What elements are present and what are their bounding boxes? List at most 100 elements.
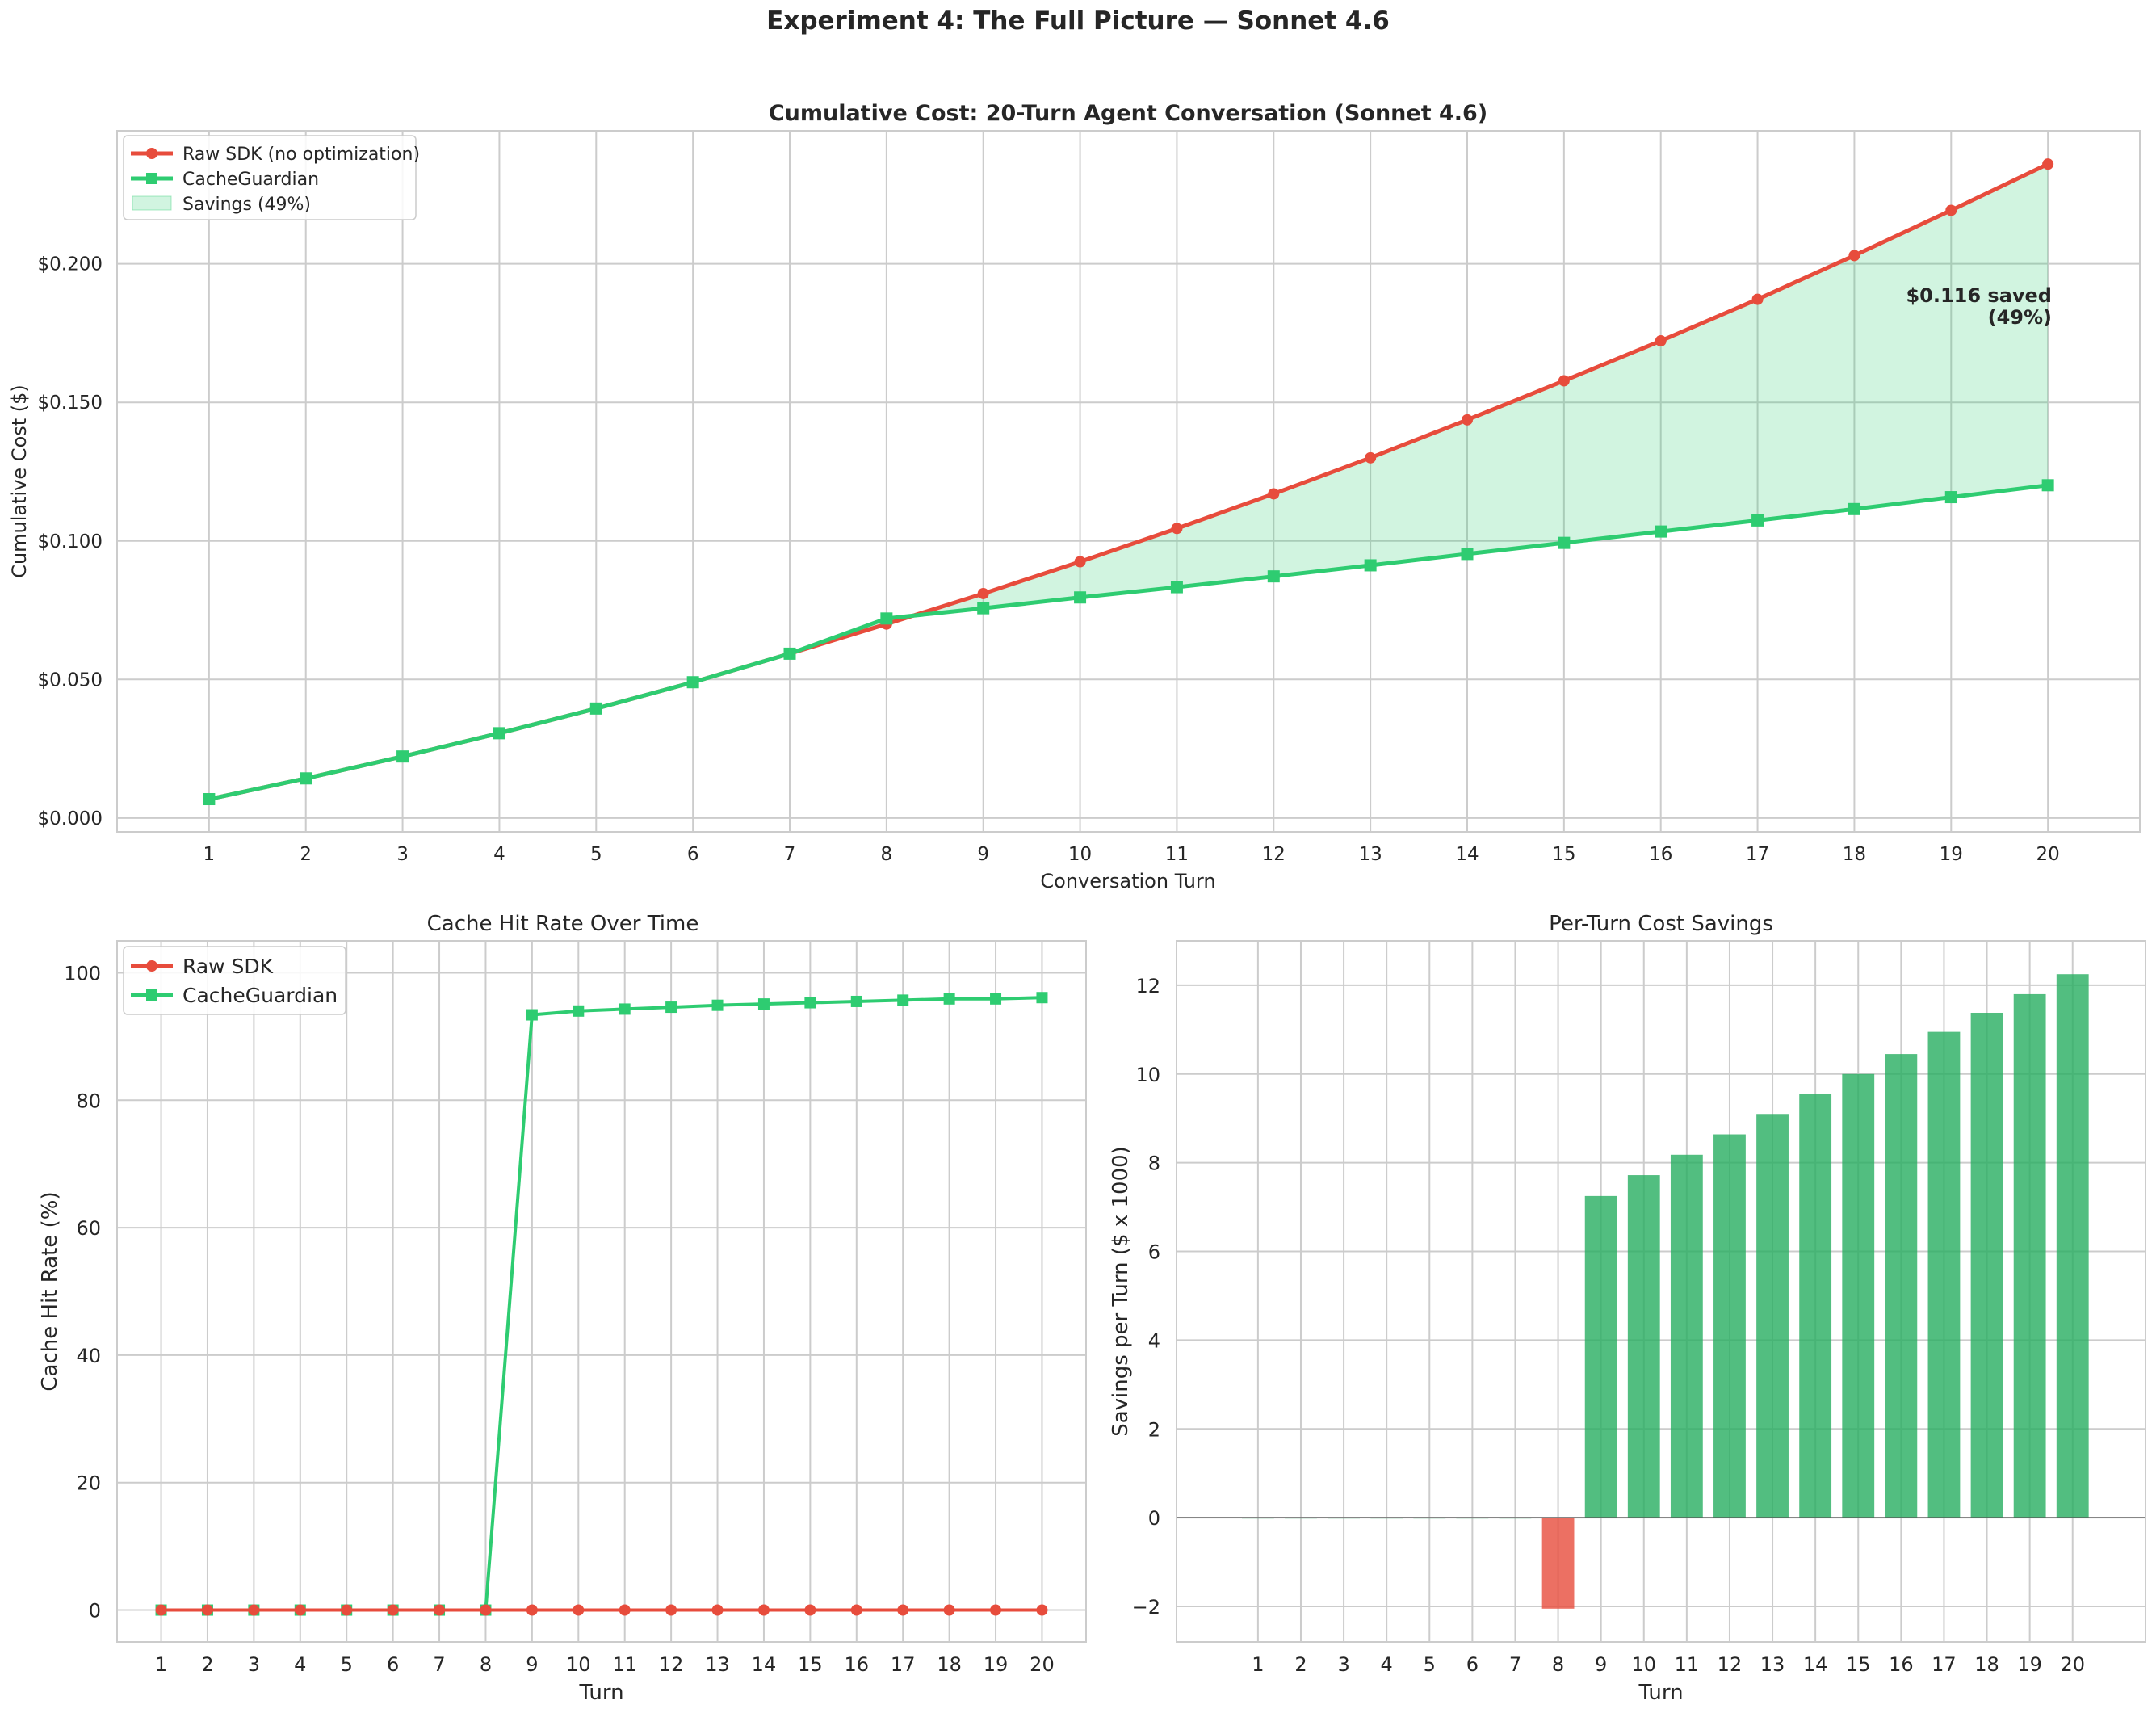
savings-fill-area (208, 164, 2049, 800)
savings-bar (1670, 1154, 1703, 1518)
savings-bar (1713, 1134, 1746, 1518)
savings-bar (2013, 993, 2046, 1518)
y-tick-label: 40 (76, 1345, 101, 1367)
cacheguardian-hit-rate-point (619, 1003, 631, 1015)
raw-sdk-hit-rate-point (804, 1604, 816, 1616)
raw-sdk-hit-rate-point (990, 1604, 1002, 1616)
x-tick-label: 11 (1165, 844, 1189, 865)
per-turn-savings-chart: Per-Turn Cost Savings 1 2 3 4 5 6 7 8 9 10 11 12 13 1… (1109, 912, 2146, 1705)
cacheguardian-hit-rate-point (757, 998, 770, 1010)
savings-annotation-amount: $0.116 saved (1906, 284, 2052, 307)
per-turn-savings-frame (1176, 940, 2146, 1643)
x-tick-label: 16 (845, 1653, 870, 1676)
x-tick-label: 16 (1649, 844, 1672, 865)
cacheguardian-cost-point (1558, 536, 1571, 549)
y-tick-label: $0.050 (38, 670, 103, 691)
cache-hit-rate-grid (117, 941, 1086, 1642)
legend-raw-sdk-marker (146, 960, 157, 972)
x-tick-label: 1 (155, 1653, 167, 1676)
per-turn-savings-title: Per-Turn Cost Savings (1549, 912, 1773, 936)
x-tick-label: 15 (1552, 844, 1575, 865)
raw-sdk-hit-rate-point (480, 1604, 492, 1616)
y-tick-label: $0.200 (38, 254, 103, 275)
x-tick-label: 11 (612, 1653, 637, 1676)
figure-title: Experiment 4: The Full Picture — Sonnet … (766, 6, 1390, 36)
y-tick-label: 0 (1148, 1507, 1160, 1530)
x-tick-label: 5 (590, 844, 602, 865)
raw-sdk-hit-rate-point (526, 1604, 538, 1616)
raw-sdk-hit-rate-point (248, 1604, 260, 1616)
cacheguardian-hit-rate-point (665, 1001, 677, 1014)
cacheguardian-cost-point (686, 676, 699, 689)
cache-hit-rate-title: Cache Hit Rate Over Time (427, 912, 699, 936)
cacheguardian-hit-rate-point (943, 993, 955, 1005)
raw-sdk-cost-point (1365, 451, 1377, 464)
raw-sdk-hit-rate-point (341, 1604, 353, 1616)
raw-sdk-cost-point (1751, 293, 1764, 305)
x-tick-label: 7 (784, 844, 796, 865)
cache-hit-rate-frame (116, 940, 1087, 1643)
savings-bar (2056, 974, 2089, 1518)
cumulative-cost-legend: Raw SDK (no optimization) CacheGuardian … (123, 135, 420, 220)
legend-cacheguardian-marker (146, 173, 157, 184)
cumulative-cost-grid (117, 131, 2140, 832)
raw-sdk-cost-point (1558, 375, 1570, 387)
x-tick-label: 6 (687, 844, 699, 865)
raw-sdk-cost-point (977, 587, 989, 599)
y-tick-label: 10 (1135, 1064, 1160, 1086)
x-tick-label: 17 (1932, 1653, 1957, 1676)
savings-bar (1842, 1073, 1875, 1518)
x-tick-label: 2 (1294, 1653, 1307, 1676)
x-tick-label: 8 (1552, 1653, 1564, 1676)
x-tick-label: 5 (1424, 1653, 1436, 1676)
x-tick-label: 1 (1252, 1653, 1264, 1676)
x-tick-label: 14 (1803, 1653, 1828, 1676)
legend-cacheguardian-marker (146, 989, 157, 1001)
x-tick-label: 9 (977, 844, 989, 865)
cacheguardian-hit-rate-point (573, 1005, 585, 1017)
savings-area (208, 164, 2049, 800)
y-tick-label: 2 (1148, 1418, 1160, 1441)
cacheguardian-cost-point (1655, 525, 1667, 538)
raw-sdk-hit-rate-point (294, 1604, 306, 1616)
savings-bar (1885, 1054, 1918, 1518)
legend-cacheguardian-label: CacheGuardian (182, 984, 338, 1007)
raw-sdk-hit-rate-point (897, 1604, 909, 1616)
cumulative-cost-title: Cumulative Cost: 20-Turn Agent Conversat… (769, 101, 1487, 126)
cumulative-cost-series (203, 158, 2054, 806)
x-tick-label: 6 (1466, 1653, 1479, 1676)
x-tick-label: 19 (2017, 1653, 2042, 1676)
legend-box (123, 946, 346, 1015)
raw-sdk-hit-rate-point (850, 1604, 862, 1616)
x-tick-label: 6 (387, 1653, 399, 1676)
x-tick-label: 9 (526, 1653, 538, 1676)
x-tick-label: 18 (1974, 1653, 1999, 1676)
cumulative-cost-ticks: 1 2 3 4 5 6 7 8 9 10 11 12 13 14 15 16 17 18 19 20$0.000$0.… (38, 254, 2060, 865)
y-tick-label: $0.100 (38, 531, 103, 552)
per-turn-savings-bars (1177, 974, 2146, 1609)
savings-annotation-percent: (49%) (1988, 306, 2052, 329)
x-tick-label: 14 (1455, 844, 1479, 865)
cache-hit-rate-legend: Raw SDK CacheGuardian (123, 946, 346, 1015)
x-tick-label: 5 (341, 1653, 353, 1676)
y-tick-label: 6 (1148, 1241, 1160, 1264)
x-tick-label: 7 (1509, 1653, 1521, 1676)
per-turn-savings-xlabel: Turn (1638, 1681, 1683, 1705)
x-tick-label: 2 (300, 844, 312, 865)
cacheguardian-hit-rate-point (1036, 992, 1048, 1004)
savings-bar (1627, 1175, 1660, 1518)
raw-sdk-hit-rate-point (665, 1604, 677, 1616)
x-tick-label: 19 (1940, 844, 1963, 865)
x-tick-label: 10 (566, 1653, 591, 1676)
y-tick-label: 20 (76, 1472, 101, 1495)
x-tick-label: 20 (2036, 844, 2059, 865)
x-tick-label: 13 (1760, 1653, 1785, 1676)
cache-hit-rate-ticks: 1 2 3 4 5 6 7 8 9 10 11 12 13 14 15 16 17 18 19 20020406080… (64, 962, 1055, 1676)
y-tick-label: 12 (1135, 975, 1160, 997)
y-tick-label: 0 (89, 1600, 101, 1623)
x-tick-label: 8 (480, 1653, 492, 1676)
cache-hit-rate-ylabel: Cache Hit Rate (%) (38, 1191, 62, 1391)
raw-sdk-hit-rate-point (943, 1604, 955, 1616)
x-tick-label: 17 (1746, 844, 1769, 865)
y-tick-label: 100 (64, 962, 101, 985)
